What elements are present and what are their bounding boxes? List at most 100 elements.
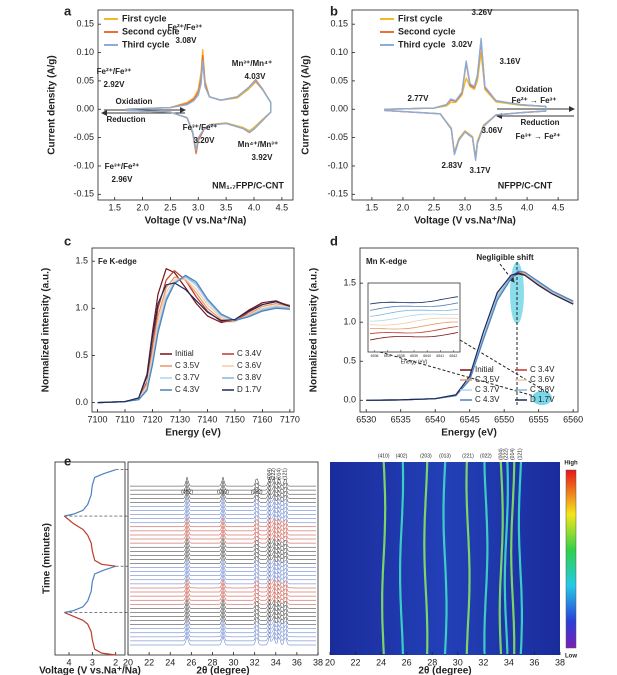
- diffraction-trace: [130, 561, 316, 572]
- peak-intensity: [442, 461, 448, 655]
- annotation: Fe³⁺/Fe²⁺: [105, 162, 140, 171]
- diffraction-trace: [130, 525, 316, 536]
- peak-intensity: [483, 462, 489, 655]
- diffraction-trace: [130, 618, 316, 629]
- diffraction-trace: [130, 614, 316, 625]
- peak-intensity: [381, 461, 387, 655]
- diffraction-trace: [130, 516, 316, 528]
- peak-label: (203): [420, 453, 432, 459]
- data-line: [64, 469, 116, 517]
- data-line: [64, 565, 116, 614]
- x-tick-label: 2.5: [164, 202, 177, 212]
- peak-intensity: [423, 461, 429, 655]
- x-tick-label: 7120: [142, 414, 162, 424]
- legend-label: C 3.6V: [530, 375, 555, 384]
- x-tick-label: 6545: [460, 414, 480, 424]
- annotation: 3.92V: [252, 153, 274, 162]
- plot-frame: [91, 247, 295, 413]
- y-tick-label: 1.5: [75, 256, 88, 266]
- inset-decoration: [369, 313, 459, 322]
- legend-label: Third cycle: [398, 39, 446, 49]
- annotation: Fe³⁺/Fe²⁺: [183, 123, 218, 132]
- x-tick-label: 7100: [87, 414, 107, 424]
- annotation: 3.20V: [194, 136, 216, 145]
- x-tick-label: 32: [250, 657, 260, 667]
- inset-link: [379, 351, 535, 397]
- diffraction-trace: [130, 626, 316, 638]
- diffraction-trace: [130, 492, 316, 503]
- inset-tick-label: 6539: [410, 354, 418, 358]
- diffraction-trace: [130, 496, 316, 507]
- sample-label: NFPP/C-CNT: [498, 180, 553, 190]
- x-axis-label: Voltage (V vs.Na⁺/Na): [39, 666, 141, 675]
- x-tick-label: 3.5: [490, 202, 503, 212]
- y-tick-label: 1.0: [75, 303, 88, 313]
- diffraction-trace: [130, 476, 316, 487]
- peak-label: (013): [217, 489, 229, 495]
- legend-label: Initial: [175, 349, 194, 358]
- peak-intensity: [399, 461, 405, 655]
- legend-label: First cycle: [122, 13, 167, 23]
- diffraction-trace: [130, 622, 316, 634]
- x-tick-label: 28: [427, 657, 437, 667]
- x-tick-label: 2.5: [428, 202, 441, 212]
- peak-intensity: [510, 462, 516, 654]
- x-axis-label: 2θ (degree): [196, 666, 249, 675]
- x-tick-label: 20: [123, 657, 133, 667]
- inset-tick-label: 6542: [450, 354, 458, 358]
- y-tick-label: 1.0: [343, 317, 356, 327]
- y-tick-label: 0.10: [76, 47, 94, 57]
- plot-frame: [97, 9, 294, 201]
- peak-intensity: [465, 461, 471, 655]
- y-tick-label: 0.0: [75, 397, 88, 407]
- legend-label: Second cycle: [398, 26, 456, 36]
- annotation: 2.96V: [112, 175, 134, 184]
- x-tick-label: 34: [271, 657, 281, 667]
- inset-decoration: [370, 321, 458, 330]
- inset-tick-label: 6537: [384, 354, 392, 358]
- y-tick-label: -0.10: [73, 160, 94, 170]
- x-tick-label: 30: [229, 657, 239, 667]
- legend-label: C 3.7V: [175, 373, 200, 382]
- x-tick-label: 1.5: [108, 202, 121, 212]
- panel-label: e: [64, 453, 71, 468]
- legend-label: C 3.5V: [475, 375, 500, 384]
- y-tick-label: 0.00: [76, 104, 94, 114]
- x-tick-label: 6535: [391, 414, 411, 424]
- legend-label: C 3.4V: [530, 365, 555, 374]
- data-line: [97, 282, 291, 404]
- peak-label: (221): [462, 453, 474, 459]
- annotation: Oxidation: [116, 97, 153, 106]
- y-tick-label: 0.05: [76, 75, 94, 85]
- diffraction-trace: [130, 488, 316, 499]
- legend-label: C 3.8V: [530, 385, 555, 394]
- plot-frame: [359, 247, 579, 413]
- x-tick-label: 34: [504, 657, 514, 667]
- y-tick-label: 1.5: [343, 278, 356, 288]
- annotation: 3.17V: [470, 166, 492, 175]
- legend-label: C 3.5V: [175, 361, 200, 370]
- inset-decoration: [369, 302, 459, 311]
- y-tick-label: -0.15: [73, 189, 94, 199]
- plot-frame: [127, 461, 319, 656]
- x-tick-label: 36: [529, 657, 539, 667]
- y-tick-label: -0.15: [327, 189, 348, 199]
- data-line: [97, 278, 290, 404]
- diffraction-trace: [130, 586, 316, 597]
- y-axis-label: Current density (A/g): [47, 55, 58, 154]
- x-tick-label: 7170: [280, 414, 300, 424]
- legend-label: Second cycle: [122, 26, 180, 36]
- annotation: Fe²⁺ → Fe³⁺: [512, 96, 557, 105]
- peak-label: (014): [276, 468, 282, 480]
- x-tick-label: 36: [292, 657, 302, 667]
- y-tick-label: 0.05: [330, 75, 348, 85]
- x-tick-label: 7150: [225, 414, 245, 424]
- annotation: 2.77V: [408, 94, 430, 103]
- y-tick-label: -0.05: [327, 132, 348, 142]
- diffraction-trace: [130, 594, 316, 605]
- guide-arrow: [499, 263, 515, 283]
- inset-decoration: [369, 332, 459, 341]
- legend-label: C 4.3V: [175, 385, 200, 394]
- diffraction-trace: [130, 520, 316, 532]
- x-tick-label: 22: [351, 657, 361, 667]
